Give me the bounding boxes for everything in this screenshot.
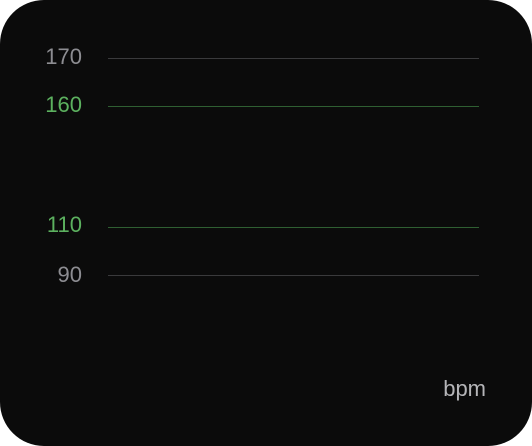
zone-label-90: 90	[57, 262, 82, 287]
zone-label-110: 110	[46, 212, 82, 237]
zone-line-90	[108, 275, 479, 276]
zone-line-110	[108, 227, 479, 228]
zone-label-170: 170	[45, 44, 82, 69]
zone-label-160: 160	[45, 92, 82, 117]
zone-line-160	[108, 106, 479, 107]
unit-label: bpm	[443, 376, 486, 401]
zone-line-170	[108, 58, 479, 59]
